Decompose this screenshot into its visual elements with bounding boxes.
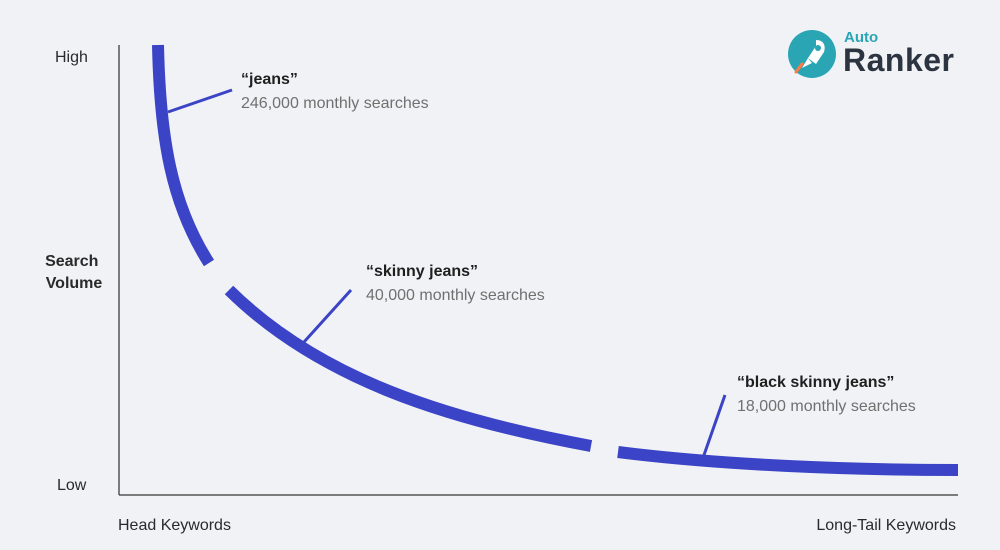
x-tick-head-keywords: Head Keywords bbox=[118, 517, 231, 534]
annotation-keyword-black-skinny-jeans: “black skinny jeans” bbox=[737, 374, 894, 391]
leader-line-jeans bbox=[167, 88, 233, 114]
annotation-keyword-skinny-jeans: “skinny jeans” bbox=[366, 263, 478, 280]
y-tick-low: Low bbox=[57, 477, 87, 494]
leader-line-black-skinny-jeans bbox=[702, 394, 727, 456]
annotation-detail-black-skinny-jeans: 18,000 monthly searches bbox=[737, 398, 916, 415]
leader-line-skinny-jeans bbox=[302, 288, 353, 344]
y-axis-label: Search Volume bbox=[45, 253, 103, 292]
rocket-icon bbox=[788, 30, 836, 78]
curve-segment-tail bbox=[617, 446, 959, 476]
annotation-keyword-jeans: “jeans” bbox=[241, 71, 298, 88]
annotation-detail-skinny-jeans: 40,000 monthly searches bbox=[366, 287, 545, 304]
annotation-detail-jeans: 246,000 monthly searches bbox=[241, 95, 429, 112]
x-tick-long-tail-keywords: Long-Tail Keywords bbox=[816, 517, 956, 534]
curve-segment-head bbox=[152, 44, 215, 267]
logo-small-text: Auto bbox=[844, 29, 879, 46]
curve-segment-middle bbox=[224, 285, 593, 452]
logo-big-text: Ranker bbox=[843, 42, 955, 78]
y-tick-high: High bbox=[55, 49, 88, 66]
